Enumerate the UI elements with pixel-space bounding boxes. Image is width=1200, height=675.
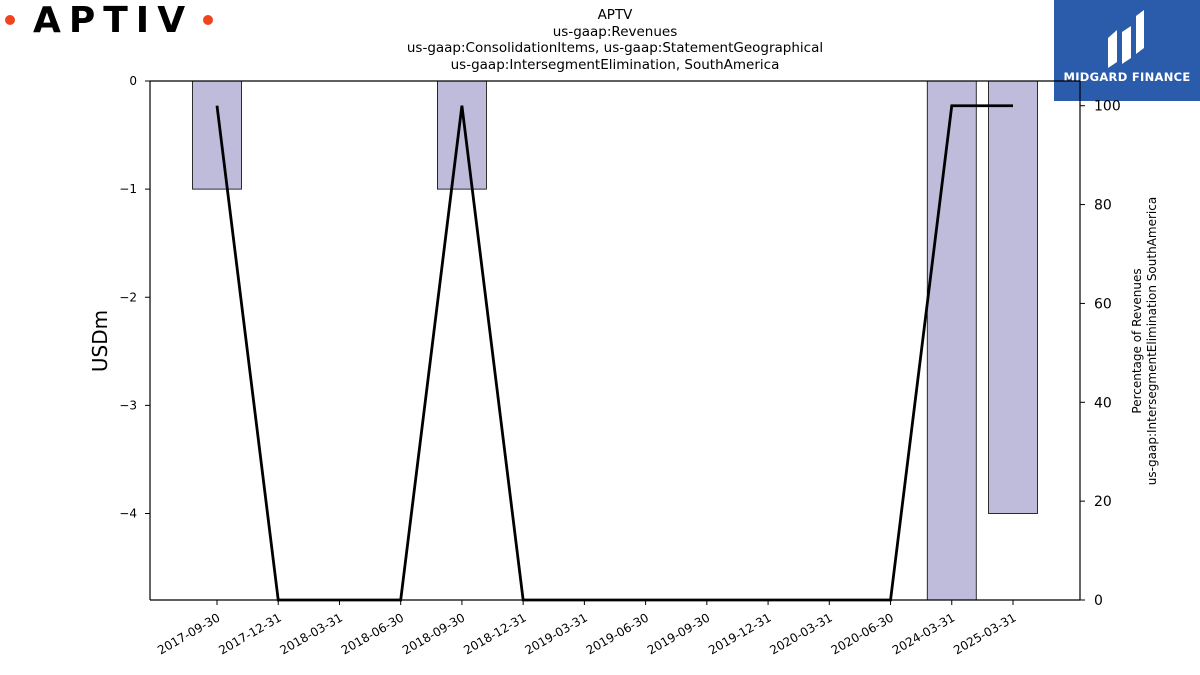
y2-tick-label: 100	[1094, 99, 1121, 115]
x-tick-label: 2019-12-31	[706, 610, 773, 657]
y2-tick-label: 20	[1094, 494, 1112, 510]
x-tick-label: 2018-09-30	[400, 610, 467, 657]
title-line: us-gaap:ConsolidationItems, us-gaap:Stat…	[406, 40, 824, 56]
title-line: APTV	[597, 7, 633, 23]
logo-dot-right	[203, 15, 214, 25]
x-tick-label: 2024-03-31	[890, 610, 957, 657]
x-tick-label: 2020-03-31	[767, 610, 834, 657]
bar-series	[192, 80, 1038, 601]
x-tick-label: 2025-03-31	[951, 610, 1018, 657]
y2-axis-label: Percentage of Revenues	[1130, 268, 1144, 413]
x-tick-label: 2018-12-31	[461, 610, 528, 657]
bar	[926, 80, 977, 601]
y-tick-label: −4	[119, 507, 137, 521]
aptiv-logo: APTIV	[0, 0, 214, 41]
logo-text: APTIV	[33, 0, 194, 41]
chart-title: APTV us-gaap:Revenues us-gaap:Consolidat…	[300, 7, 930, 73]
line-series	[215, 104, 1013, 602]
y-tick-label: 0	[129, 74, 137, 88]
y2-axis-label: us-gaap:IntersegmentElimination SouthAme…	[1145, 197, 1159, 485]
midgard-mark-icon	[1108, 10, 1144, 68]
y2-tick-label: 40	[1094, 395, 1112, 411]
bar	[192, 80, 242, 190]
line-series-path	[215, 104, 1013, 602]
x-tick-label: 2019-06-30	[584, 610, 651, 657]
y-tick-label: −2	[119, 290, 137, 304]
brand-name: MIDGARD FINANCE	[1063, 70, 1191, 84]
x-tick-label: 2019-03-31	[522, 610, 589, 657]
y2-tick-label: 80	[1094, 198, 1112, 214]
logo-dot-left	[5, 15, 15, 25]
bar	[437, 80, 487, 190]
x-tick-label: 2019-09-30	[645, 610, 712, 657]
x-tick-label: 2020-06-30	[829, 610, 896, 657]
title-line: us-gaap:Revenues	[552, 23, 678, 40]
midgard-finance-logo: MIDGARD FINANCE	[1054, 0, 1200, 101]
y2-tick-label: 60	[1094, 296, 1112, 312]
title-line: us-gaap:IntersegmentElimination, SouthAm…	[450, 56, 780, 73]
x-tick-label: 2017-12-31	[216, 610, 283, 657]
x-tick-label: 2018-06-30	[339, 610, 406, 657]
y-axis-label: USDm	[88, 310, 112, 372]
y-tick-label: −1	[119, 182, 137, 196]
x-tick-label: 2018-03-31	[278, 610, 345, 657]
bar	[988, 80, 1038, 514]
y-tick-label: −3	[119, 398, 137, 412]
y2-tick-label: 0	[1094, 593, 1103, 609]
x-tick-label: 2017-09-30	[155, 610, 222, 657]
